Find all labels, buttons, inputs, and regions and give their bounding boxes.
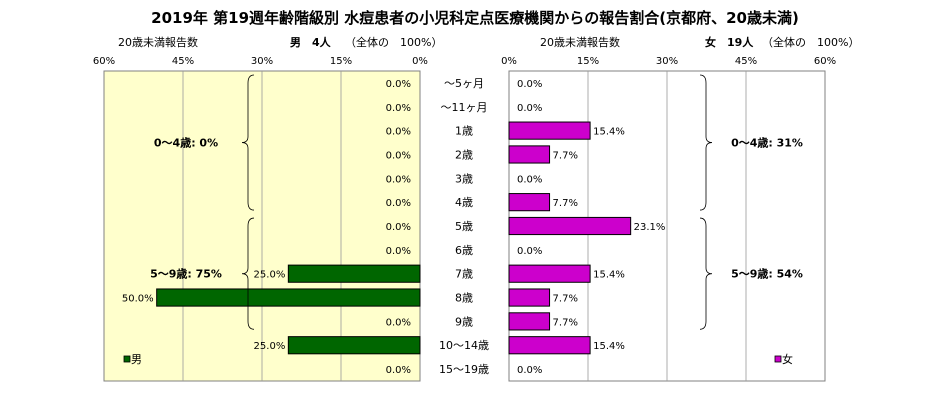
category-label: 15～19歳: [439, 363, 489, 376]
male-value-label: 25.0%: [254, 270, 286, 281]
male-legend-swatch: [123, 355, 131, 363]
female-bracket: [699, 217, 713, 330]
female-value-label: 23.1%: [634, 222, 666, 233]
female-value-label: 7.7%: [553, 294, 578, 305]
female-legend-label: 女: [782, 352, 793, 366]
female-bar: [508, 193, 551, 212]
female-value-label: 0.0%: [517, 365, 542, 376]
female-value-label: 0.0%: [517, 79, 542, 90]
male-gridlines: [182, 71, 342, 381]
male-bracket: [241, 74, 255, 211]
female-axis-tick: 0%: [501, 56, 517, 67]
category-label: 7歳: [455, 268, 473, 281]
category-label: ～5ヶ月: [444, 77, 484, 90]
male-header-label: 20歳未満報告数: [118, 36, 198, 49]
male-bar: [156, 288, 421, 307]
male-value-label: 0.0%: [386, 79, 411, 90]
female-value-labels: 0.0% 0.0% 15.4% 7.7% 0.0% 7.7% 23.1% 0.0% 15.4% 7…: [517, 79, 665, 376]
male-bars: [156, 264, 421, 355]
female-axis-tick: 15%: [577, 56, 599, 67]
female-bar: [508, 145, 551, 164]
male-value-label: 0.0%: [386, 103, 411, 114]
male-axis-tick: 30%: [251, 56, 273, 67]
female-header-total: （全体の 100%）: [762, 35, 859, 49]
male-value-label: 0.0%: [386, 317, 411, 328]
category-label: ～11ヶ月: [441, 101, 488, 114]
male-value-label: 0.0%: [386, 150, 411, 161]
female-value-label: 15.4%: [593, 127, 625, 138]
female-brackets: 0～4歳: 31% 5～9歳: 54%: [699, 74, 803, 330]
male-bar: [287, 336, 421, 355]
female-value-label: 7.7%: [553, 317, 578, 328]
chart-title: 2019年 第19週年齢階級別 水痘患者の小児科定点医療機関からの報告割合(京都…: [151, 9, 799, 27]
male-value-label: 25.0%: [254, 341, 286, 352]
category-label: 10～14歳: [439, 339, 489, 352]
female-header-count: 女 19人: [705, 35, 754, 49]
female-bars: [508, 121, 632, 355]
female-bracket-label: 5～9歳: 54%: [731, 267, 803, 281]
female-axis-tick: 30%: [656, 56, 678, 67]
male-value-label: 0.0%: [386, 222, 411, 233]
female-value-label: 7.7%: [553, 150, 578, 161]
category-label: 9歳: [455, 315, 473, 328]
male-value-label: 0.0%: [386, 246, 411, 257]
female-value-label: 15.4%: [593, 270, 625, 281]
male-value-label: 0.0%: [386, 127, 411, 138]
female-axis-tick: 60%: [814, 56, 836, 67]
male-axis-tick: 60%: [93, 56, 115, 67]
female-bar: [508, 121, 591, 140]
female-bar: [508, 288, 551, 307]
male-value-label: 0.0%: [386, 365, 411, 376]
female-bar: [508, 336, 591, 355]
category-label: 1歳: [455, 125, 473, 138]
female-legend-swatch: [774, 355, 782, 363]
female-bar: [508, 264, 591, 283]
category-label: 4歳: [455, 196, 473, 209]
male-axis-tick: 45%: [172, 56, 194, 67]
female-value-label: 7.7%: [553, 198, 578, 209]
female-bar: [508, 312, 551, 331]
category-label: 5歳: [455, 220, 473, 233]
male-header-total: （全体の 100%）: [345, 35, 442, 49]
male-value-label: 0.0%: [386, 174, 411, 185]
category-label: 3歳: [455, 172, 473, 185]
category-label: 6歳: [455, 244, 473, 257]
male-bracket-label: 0～4歳: 0%: [154, 136, 218, 150]
category-label: 2歳: [455, 148, 473, 161]
male-axis-ticks: 60% 45% 30% 15% 0%: [93, 56, 428, 67]
male-value-labels: 0.0% 0.0% 0.0% 0.0% 0.0% 0.0% 0.0% 0.0% 25.0% 50.…: [122, 79, 411, 376]
female-bracket: [699, 74, 713, 211]
male-value-label: 50.0%: [122, 294, 154, 305]
male-axis-tick: 0%: [412, 56, 428, 67]
female-bar: [508, 216, 632, 236]
male-legend-label: 男: [131, 353, 142, 366]
female-header-label: 20歳未満報告数: [540, 36, 620, 49]
female-value-label: 15.4%: [593, 341, 625, 352]
male-brackets: 0～4歳: 0% 5～9歳: 75%: [150, 74, 255, 330]
male-bracket-label: 5～9歳: 75%: [150, 267, 222, 281]
male-header-count: 男 4人: [290, 35, 332, 49]
male-bracket: [241, 217, 255, 330]
male-axis-tick: 15%: [330, 56, 352, 67]
female-value-label: 0.0%: [517, 246, 542, 257]
female-axis-ticks: 0% 15% 30% 45% 60%: [501, 56, 836, 67]
male-value-label: 0.0%: [386, 198, 411, 209]
female-bracket-label: 0～4歳: 31%: [731, 136, 803, 150]
female-axis-tick: 45%: [735, 56, 757, 67]
female-value-label: 0.0%: [517, 103, 542, 114]
category-labels: ～5ヶ月 ～11ヶ月 1歳 2歳 3歳 4歳 5歳 6歳 7歳 8歳 9歳 10～14歳 15～19歳: [439, 77, 489, 376]
male-bar: [287, 264, 421, 283]
category-label: 8歳: [455, 292, 473, 305]
female-value-label: 0.0%: [517, 174, 542, 185]
